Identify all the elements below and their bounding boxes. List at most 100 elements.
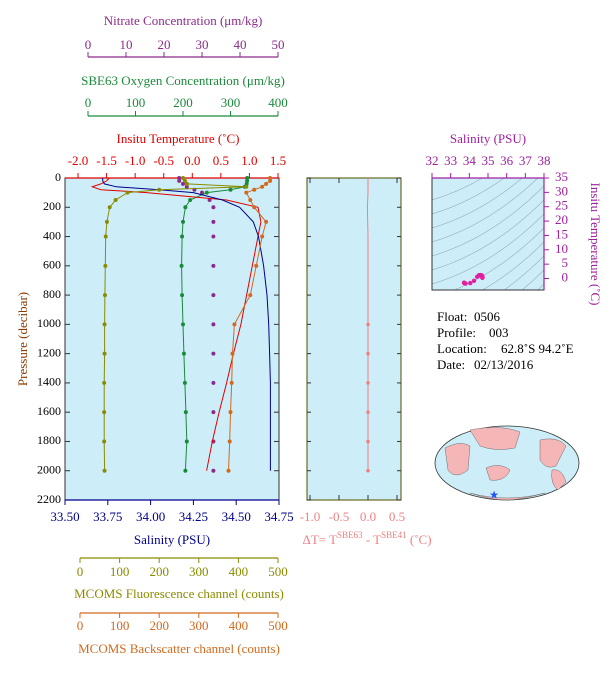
location-star: ★ xyxy=(489,490,499,502)
y-tick-label: 25 xyxy=(555,198,568,213)
y-tick-label: 20 xyxy=(555,212,568,227)
profile-dot xyxy=(228,410,233,415)
profile-dot xyxy=(125,190,130,195)
profile-dot xyxy=(180,293,185,298)
y-axis-title: Pressure (decibar) xyxy=(15,292,30,386)
profile-dot xyxy=(113,197,118,202)
profile-dot xyxy=(182,178,187,183)
info-label: Float: xyxy=(437,309,467,324)
x-tick-label: 400 xyxy=(268,95,288,110)
profile-dot xyxy=(200,190,204,195)
profile-dot xyxy=(211,410,216,415)
info-value: 0506 xyxy=(474,309,501,324)
profile-dot xyxy=(179,263,184,268)
profile-dot xyxy=(182,380,187,385)
delta-dot xyxy=(366,410,370,414)
y-tick-label: 2000 xyxy=(37,462,61,476)
profile-dot xyxy=(232,322,237,327)
plot-background xyxy=(432,178,544,290)
plot-background xyxy=(65,178,279,500)
profile-dot xyxy=(268,178,273,183)
y-tick-label: 1800 xyxy=(37,433,61,447)
info-value: 62.8˚S 94.2˚E xyxy=(501,341,574,356)
delta-dot xyxy=(366,351,370,356)
profile-dot xyxy=(181,181,185,186)
delta-dot xyxy=(366,468,370,473)
profile-dot xyxy=(227,439,232,444)
delta-dot xyxy=(366,322,370,327)
profile-dot xyxy=(211,380,216,385)
x-tick-label: 500 xyxy=(268,564,288,579)
isopycnal xyxy=(503,255,544,290)
profile-dot xyxy=(183,205,188,210)
profile-dot xyxy=(248,293,253,298)
profile-dot xyxy=(157,187,162,192)
profile-dot xyxy=(177,176,182,180)
x-tick-label: 0 xyxy=(77,564,84,579)
x-tick-label: -0.5 xyxy=(329,509,350,524)
profile-dot xyxy=(184,181,189,186)
y-tick-label: 200 xyxy=(43,199,61,213)
x-tick-label: 0.5 xyxy=(213,153,229,168)
y-tick-label: 15 xyxy=(555,226,568,241)
axis-title: Salinity (PSU) xyxy=(134,532,210,547)
isopycnal xyxy=(432,178,505,215)
delta-dot xyxy=(366,439,370,444)
isopycnal xyxy=(481,241,544,290)
x-tick-label: 100 xyxy=(110,564,130,579)
profile-dot xyxy=(188,197,193,202)
y-tick-label: 400 xyxy=(43,228,61,242)
profile-line xyxy=(103,177,247,471)
x-tick-label: 34.00 xyxy=(136,509,165,524)
x-tick-label: 100 xyxy=(110,618,130,633)
y-tick-label: 1200 xyxy=(37,345,61,359)
isopycnal xyxy=(432,185,544,257)
y-tick-label: 5 xyxy=(562,255,569,270)
profile-dot xyxy=(180,176,185,180)
isopycnal xyxy=(453,227,544,290)
x-tick-label: 10 xyxy=(120,37,133,52)
x-axis-title-part: SBE63 xyxy=(337,530,363,540)
x-tick-label: 33.75 xyxy=(93,509,122,524)
x-tick-label: 37 xyxy=(519,153,533,168)
x-tick-label: 1.5 xyxy=(270,153,286,168)
profile-dot xyxy=(252,187,257,192)
x-tick-label: 0 xyxy=(77,618,84,633)
profile-dot xyxy=(248,197,253,202)
profile-dot xyxy=(102,380,107,385)
x-tick-label: 300 xyxy=(221,95,241,110)
info-label: Date: xyxy=(437,357,465,372)
x-tick-label: -0.5 xyxy=(153,153,174,168)
profile-dot xyxy=(211,293,216,298)
profile-dot xyxy=(228,187,233,192)
x-tick-label: 30 xyxy=(196,37,209,52)
x-tick-label: -1.0 xyxy=(300,509,321,524)
profile-dot xyxy=(102,439,107,444)
x-axis-title-part: SBE41 xyxy=(381,530,407,540)
y-tick-label: 800 xyxy=(43,287,61,301)
profile-dot xyxy=(181,322,185,327)
x-tick-label: 20 xyxy=(158,37,171,52)
profile-dot xyxy=(268,176,273,180)
y-tick-label: 2200 xyxy=(37,492,61,506)
profile-dot xyxy=(254,263,259,268)
profile-dot xyxy=(264,219,269,224)
x-tick-label: -1.5 xyxy=(96,153,117,168)
delta-line xyxy=(366,178,369,471)
profile-dot xyxy=(181,351,186,356)
axis-title: Nitrate Concentration (μm/kg) xyxy=(104,13,263,28)
y-tick-label: 1000 xyxy=(37,316,61,330)
profile-dot xyxy=(181,219,185,224)
profile-dot xyxy=(211,263,216,268)
x-tick-label: 100 xyxy=(126,95,146,110)
profile-dot xyxy=(211,234,216,239)
isopycnal xyxy=(521,269,544,290)
x-tick-label: 36 xyxy=(500,153,514,168)
plot-background xyxy=(306,177,402,501)
x-tick-label: 34 xyxy=(463,153,477,168)
x-tick-label: 0 xyxy=(85,37,92,52)
x-tick-label: 40 xyxy=(234,37,247,52)
profile-dot xyxy=(260,234,265,239)
profile-dot xyxy=(252,205,257,210)
info-value: 003 xyxy=(489,325,509,340)
